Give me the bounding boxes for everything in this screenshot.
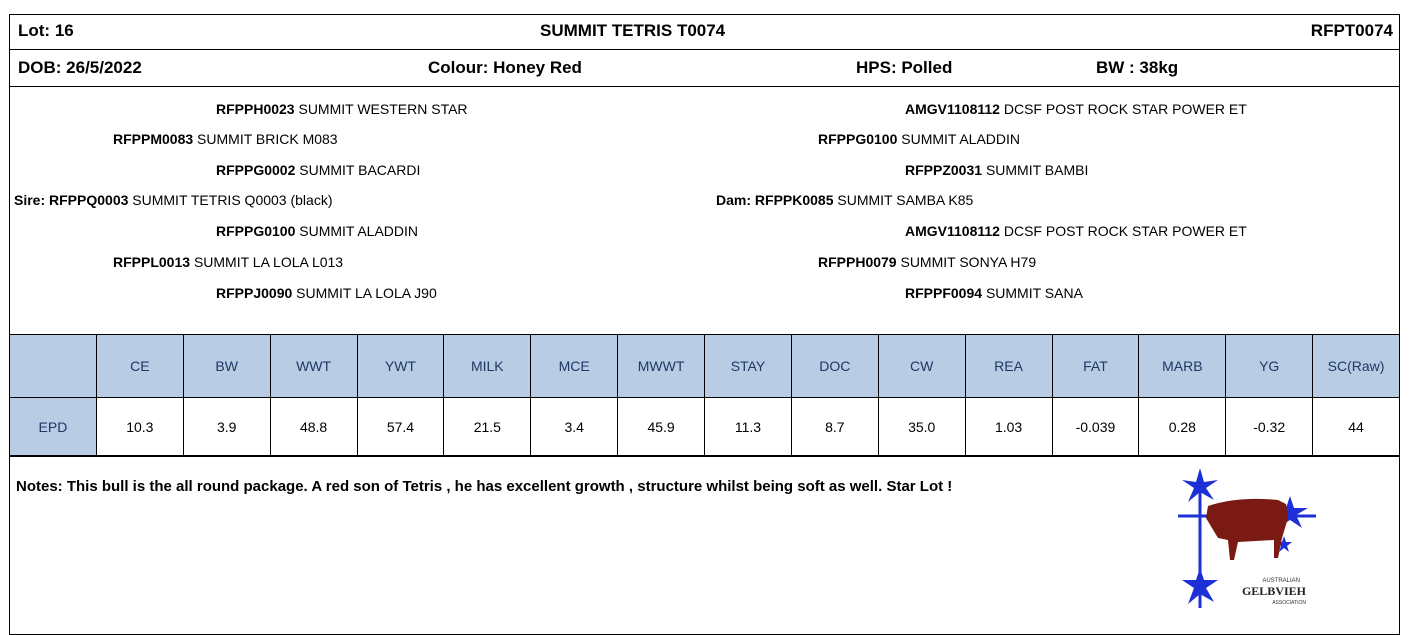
column-header: MILK: [443, 334, 532, 398]
pedigree-entry: RFPPL0013 SUMMIT LA LOLA L013: [113, 254, 343, 270]
animal-name: SUMMIT TETRIS Q0003 (black): [132, 192, 333, 208]
notes: Notes: This bull is the all round packag…: [16, 478, 953, 495]
epd-value: 35.0: [877, 397, 966, 457]
column-header: FAT: [1051, 334, 1140, 398]
epd-value: 21.5: [443, 397, 532, 457]
animal-name: SUMMIT ALADDIN: [299, 223, 419, 239]
epd-value: 44: [1312, 397, 1400, 457]
epd-value: 10.3: [95, 397, 184, 457]
pedigree-entry: AMGV1108112 DCSF POST ROCK STAR POWER ET: [905, 101, 1247, 117]
parent-label: Sire:: [14, 192, 46, 208]
animal-name: SUMMIT LA LOLA J90: [296, 285, 437, 301]
epd-value: 3.9: [182, 397, 271, 457]
lot: Lot: 16: [18, 21, 74, 40]
pedigree-entry: RFPPH0023 SUMMIT WESTERN STAR: [216, 101, 468, 117]
logo-line3: ASSOCIATION: [1272, 600, 1306, 606]
reg-code: RFPPH0079: [818, 254, 897, 270]
animal-name: SUMMIT SANA: [985, 285, 1083, 301]
animal-id: RFPT0074: [1310, 21, 1393, 40]
animal-name: DCSF POST ROCK STAR POWER ET: [1003, 101, 1247, 117]
pedigree-entry: RFPPG0100 SUMMIT ALADDIN: [818, 131, 1020, 147]
animal-name: SUMMIT ALADDIN: [901, 131, 1021, 147]
details-row: [9, 49, 1400, 87]
reg-code: RFPPG0100: [818, 131, 898, 147]
column-header: MWWT: [617, 334, 705, 398]
animal-name: DCSF POST ROCK STAR POWER ET: [1003, 223, 1247, 239]
reg-code: RFPPH0023: [216, 101, 295, 117]
pedigree-entry: Dam: RFPPK0085 SUMMIT SAMBA K85: [716, 192, 973, 208]
pedigree-entry: RFPPH0079 SUMMIT SONYA H79: [818, 254, 1036, 270]
epd-value: -0.32: [1225, 397, 1314, 457]
column-header: CW: [877, 334, 966, 398]
parent-label: Dam:: [716, 192, 752, 208]
row-label: EPD: [9, 397, 97, 457]
animal-name: SUMMIT BRICK M083: [197, 131, 338, 147]
epd-value: 8.7: [790, 397, 879, 457]
epd-value: 0.28: [1138, 397, 1227, 457]
epd-value: 57.4: [356, 397, 445, 457]
pedigree-entry: RFPPZ0031 SUMMIT BAMBI: [905, 162, 1088, 178]
epd-value: 45.9: [617, 397, 705, 457]
column-header: [9, 334, 97, 398]
lot-sheet: Lot: 16 SUMMIT TETRIS T0074 RFPT0074 DOB…: [9, 14, 1400, 635]
logo: AUSTRALIAN GELBVIEH ASSOCIATION: [1178, 468, 1316, 608]
epd-value: 3.4: [530, 397, 619, 457]
column-header: STAY: [704, 334, 792, 398]
epd-value: -0.039: [1051, 397, 1140, 457]
bull: [1206, 498, 1288, 560]
birth-weight: BW : 38kg: [1096, 58, 1179, 77]
logo-line2: GELBVIEH: [1242, 584, 1307, 598]
reg-code: AMGV1108112: [905, 223, 1000, 239]
column-header: YG: [1225, 334, 1314, 398]
reg-code: RFPPK0085: [754, 192, 834, 208]
epd-value: 48.8: [269, 397, 358, 457]
column-header: WWT: [269, 334, 358, 398]
pedigree-entry: RFPPJ0090 SUMMIT LA LOLA J90: [216, 285, 437, 301]
animal-name: SUMMIT TETRIS T0074: [540, 21, 726, 40]
animal-name: SUMMIT WESTERN STAR: [298, 101, 468, 117]
column-header: YWT: [356, 334, 445, 398]
epd-row: EPD 10.3 3.9 48.8 57.4 21.5 3.4 45.9 11.3 8.7 35.0…: [9, 397, 1400, 457]
reg-code: RFPPG0100: [216, 223, 296, 239]
reg-code: RFPPJ0090: [216, 285, 293, 301]
animal-name: SUMMIT SAMBA K85: [837, 192, 974, 208]
pedigree-entry: Sire: RFPPQ0003 SUMMIT TETRIS Q0003 (bla…: [14, 192, 332, 208]
pedigree-entry: RFPPF0094 SUMMIT SANA: [905, 285, 1083, 301]
dob: DOB: 26/5/2022: [18, 58, 142, 77]
column-header: SC(Raw): [1312, 334, 1400, 398]
logo-line1: AUSTRALIAN: [1262, 578, 1300, 584]
animal-name: SUMMIT BAMBI: [985, 162, 1089, 178]
reg-code: RFPPL0013: [113, 254, 191, 270]
epd-value: 1.03: [964, 397, 1053, 457]
column-header: MARB: [1138, 334, 1227, 398]
reg-code: RFPPG0002: [216, 162, 296, 178]
hps: HPS: Polled: [856, 58, 953, 77]
pedigree-entry: RFPPG0002 SUMMIT BACARDI: [216, 162, 420, 178]
column-header: CE: [95, 334, 184, 398]
column-header: REA: [964, 334, 1053, 398]
animal-name: SUMMIT BACARDI: [299, 162, 421, 178]
epd-table: CE BW WWT YWT MILK MCE MWWT STAY DOC CW REA FAT MARB…: [9, 334, 1400, 457]
column-header: BW: [182, 334, 271, 398]
epd-value: 11.3: [704, 397, 792, 457]
reg-code: RFPPQ0003: [49, 192, 129, 208]
header-row: CE BW WWT YWT MILK MCE MWWT STAY DOC CW REA FAT MARB…: [9, 334, 1400, 398]
pedigree-entry: RFPPG0100 SUMMIT ALADDIN: [216, 223, 418, 239]
pedigree-entry: RFPPM0083 SUMMIT BRICK M083: [113, 131, 338, 147]
reg-code: RFPPZ0031: [905, 162, 983, 178]
animal-name: SUMMIT SONYA H79: [900, 254, 1037, 270]
pedigree-entry: AMGV1108112 DCSF POST ROCK STAR POWER ET: [905, 223, 1247, 239]
reg-code: RFPPF0094: [905, 285, 983, 301]
reg-code: RFPPM0083: [113, 131, 194, 147]
column-header: MCE: [530, 334, 619, 398]
animal-name: SUMMIT LA LOLA L013: [193, 254, 344, 270]
column-header: DOC: [790, 334, 879, 398]
colour: Colour: Honey Red: [428, 58, 582, 77]
reg-code: AMGV1108112: [905, 101, 1000, 117]
